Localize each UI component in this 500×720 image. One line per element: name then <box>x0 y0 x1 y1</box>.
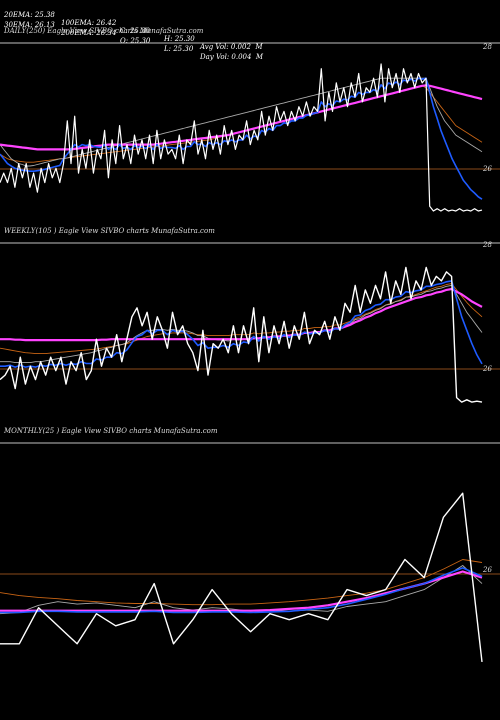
series-line-ema-blue <box>0 77 483 200</box>
low-readout: L: 25.30 <box>164 45 194 53</box>
chart-title: WEEKLY(105 ) Eagle View SIVBO charts Mun… <box>4 227 215 235</box>
y-tick-label: 26 <box>482 566 492 574</box>
ema200-readout: 200EMA: 26.34 <box>61 29 117 37</box>
series-line-ema-magenta <box>0 570 483 612</box>
chart-title: MONTHLY(25 ) Eagle View SIVBO charts Mun… <box>3 427 218 435</box>
series-line-ema-orange <box>0 559 483 606</box>
y-tick-label: 26 <box>482 365 492 373</box>
avg-vol-readout: Avg Vol: 0.002 M <box>200 43 263 51</box>
chart-panel-1: WEEKLY(105 ) Eagle View SIVBO charts Mun… <box>0 227 500 403</box>
series-line-ema-orange <box>0 283 483 355</box>
chart-panel-0: DAILY(250) Eagle View SIVBO charts Munaf… <box>0 27 500 212</box>
header-row-1: 20EMA: 25.38 100EMA: 26.42 C: 25.30 H: 2… <box>4 3 263 51</box>
ema30-readout: 30EMA: 26.13 <box>4 21 55 29</box>
y-tick-label: 28 <box>482 43 492 51</box>
high-readout: H: 25.30 <box>164 35 195 43</box>
series-line-price <box>0 266 483 403</box>
chart-title: DAILY(250) Eagle View SIVBO charts Munaf… <box>3 27 204 35</box>
ema100-readout: 100EMA: 26.42 <box>61 19 117 27</box>
series-line-ema-blue <box>0 567 483 614</box>
open-readout: O: 25.30 <box>120 37 151 45</box>
series-line-ema-gray <box>0 565 483 615</box>
series-line-price <box>0 492 483 662</box>
header-row-2: 30EMA: 26.13 200EMA: 26.34 O: 25.30 L: 2… <box>4 13 263 61</box>
day-vol-readout: Day Vol: 0.004 M <box>200 53 264 61</box>
y-tick-label: 26 <box>482 165 492 173</box>
series-line-ema-blue <box>0 280 483 368</box>
series-line-ema-magenta <box>0 84 483 151</box>
chart-panel-2: MONTHLY(25 ) Eagle View SIVBO charts Mun… <box>0 427 500 662</box>
y-tick-label: 28 <box>482 241 492 249</box>
close-readout: C: 25.30 <box>120 27 150 35</box>
series-line-price <box>0 63 483 212</box>
ema20-readout: 20EMA: 25.38 <box>4 11 55 19</box>
